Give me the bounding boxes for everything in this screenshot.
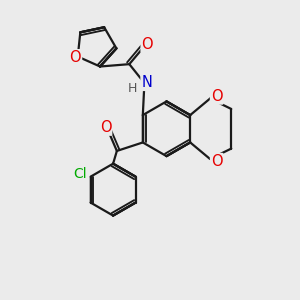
Text: Cl: Cl [74, 167, 87, 181]
Text: O: O [211, 89, 222, 104]
Text: O: O [211, 154, 222, 169]
Text: H: H [128, 82, 137, 95]
Text: O: O [141, 37, 153, 52]
Text: N: N [141, 75, 152, 90]
Text: O: O [100, 120, 111, 135]
Text: O: O [70, 50, 81, 65]
